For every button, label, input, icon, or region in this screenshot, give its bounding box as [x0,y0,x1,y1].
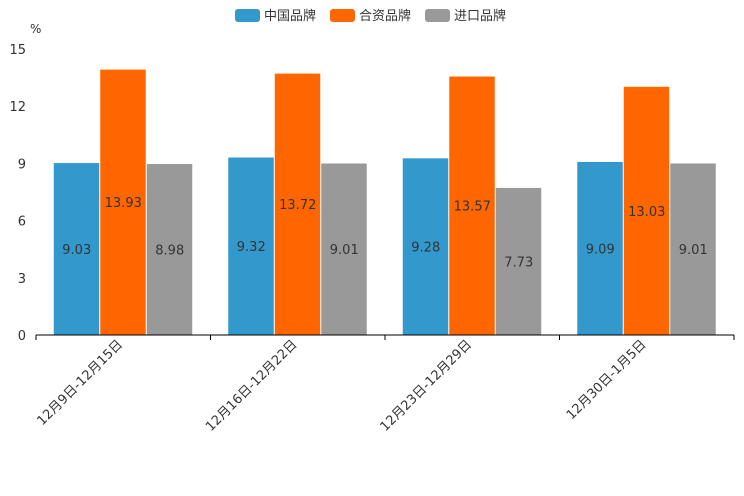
x-category-label: 12月16日-12月22日 [203,337,300,434]
bar-3-1[interactable] [623,86,670,336]
legend-label-0[interactable]: 中国品牌 [264,8,316,24]
bar-0-1[interactable] [99,69,147,336]
y-tick-label: 12 [9,100,26,115]
bar-1-2[interactable] [320,162,368,336]
bar-value-label: 9.01 [679,243,708,258]
bar-value-label: 9.03 [62,243,91,258]
legend-swatch-0[interactable] [235,9,260,22]
bar-value-label: 9.09 [586,242,615,257]
legend-swatch-1[interactable] [330,9,355,22]
x-category-label: 12月30日-1月5日 [564,337,650,423]
bar-1-0[interactable] [227,157,275,336]
bar-value-label: 13.03 [628,205,665,220]
bar-2-1[interactable] [448,76,496,336]
bar-value-label: 9.01 [330,243,359,258]
bars [53,69,717,336]
bar-value-labels: 9.03 13.93 8.98 9.32 13.72 9.01 9.28 13.57 7.73 9… [62,196,707,270]
y-tick-label: 6 [18,215,26,230]
x-axis: 12月9日-12月15日 12月16日-12月22日 12月23日-12月29日 12… [34,334,735,435]
legend-label-1[interactable]: 合资品牌 [359,8,411,24]
bar-value-label: 13.93 [105,196,142,211]
legend: 中国品牌 合资品牌 进口品牌 [235,8,506,24]
bar-value-label: 13.57 [454,200,491,215]
y-tick-label: 15 [9,43,26,58]
bar-value-label: 7.73 [504,255,533,270]
bar-value-label: 9.28 [411,241,440,256]
bar-0-2[interactable] [146,163,193,336]
bar-3-0[interactable] [576,161,624,336]
x-category-label: 12月9日-12月15日 [34,337,126,429]
y-tick-label: 0 [18,329,26,344]
bar-value-label: 8.98 [155,243,184,258]
legend-swatch-2[interactable] [425,9,450,22]
y-tick-label: 3 [18,272,26,287]
legend-label-2[interactable]: 进口品牌 [454,8,506,24]
y-axis-unit-label: % [30,22,41,36]
bar-1-1[interactable] [274,73,321,336]
bar-3-2[interactable] [669,162,717,336]
bar-value-label: 13.72 [279,198,316,213]
x-category-label: 12月23日-12月29日 [378,337,475,434]
bar-0-0[interactable] [53,162,100,336]
y-tick-label: 9 [18,157,26,172]
bar-value-label: 9.32 [237,240,266,255]
bar-2-0[interactable] [402,157,449,336]
y-axis: 0 3 6 9 12 15 [9,43,26,344]
